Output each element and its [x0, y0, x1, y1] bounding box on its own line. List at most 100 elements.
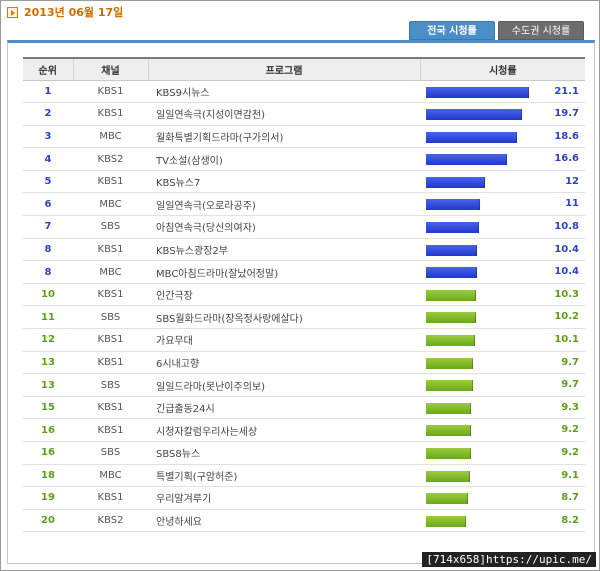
table-row: 7 SBS 아침연속극(당신의여자) 10.8 — [23, 215, 585, 239]
rating-value: 9.2 — [561, 447, 579, 458]
table-row: 20 KBS2 안녕하세요 8.2 — [23, 509, 585, 533]
date-header: 2013년 06월 17일 — [7, 5, 123, 19]
program-cell: SBS월화드라마(장옥정사랑에살다) — [148, 305, 420, 330]
channel-cell: KBS1 — [73, 170, 148, 194]
rank-cell: 16 — [23, 418, 73, 442]
rank-cell: 6 — [23, 192, 73, 217]
rating-value: 10.4 — [554, 243, 579, 255]
rank-cell: 7 — [23, 215, 73, 239]
ratings-table-body: 1 KBS1 KBS9시뉴스 21.1 2 KBS1 일일연속극(지성이면감천) 19.7 3 M… — [23, 80, 585, 533]
channel-cell: MBC — [73, 192, 148, 217]
rank-cell: 20 — [23, 509, 73, 533]
rank-cell: 10 — [23, 283, 73, 307]
rating-cell: 9.7 — [420, 351, 585, 375]
table-row: 12 KBS1 가요무대 10.1 — [23, 328, 585, 352]
program-cell: 시청자칼럼우리사는세상 — [148, 418, 420, 442]
table-row: 18 MBC 특별기획(구암허준) 9.1 — [23, 464, 585, 488]
rating-bar — [426, 425, 471, 437]
rating-bar — [426, 244, 477, 256]
rating-bar — [426, 402, 471, 414]
arrow-box-icon — [7, 6, 18, 18]
table-row: 1 KBS1 KBS9시뉴스 21.1 — [23, 80, 585, 104]
program-cell: TV소설(삼생이) — [148, 147, 420, 171]
channel-cell: KBS1 — [73, 80, 148, 104]
rating-value: 9.7 — [561, 356, 579, 368]
table-row: 13 KBS1 6시내고향 9.7 — [23, 351, 585, 375]
rating-cell: 11 — [420, 192, 585, 217]
rating-cell: 10.4 — [420, 260, 585, 284]
rank-cell: 4 — [23, 147, 73, 171]
column-header-rating: 시청률 — [419, 57, 585, 81]
table-row: 16 KBS1 시청자칼럼우리사는세상 9.2 — [23, 418, 585, 442]
channel-cell: KBS1 — [73, 238, 148, 262]
program-cell: 안녕하세요 — [148, 509, 420, 533]
rating-value: 12 — [565, 175, 579, 187]
rating-cell: 10.4 — [420, 238, 585, 262]
rating-cell: 16.6 — [420, 147, 585, 171]
rank-cell: 12 — [23, 328, 73, 352]
ratings-table: 순위 채널 프로그램 시청률 1 KBS1 KBS9시뉴스 21.1 2 KBS1 일일연속… — [23, 57, 585, 533]
program-cell: SBS8뉴스 — [148, 441, 420, 465]
rating-cell: 9.2 — [420, 441, 585, 465]
rating-value: 9.2 — [561, 424, 579, 436]
rating-bar — [426, 470, 470, 482]
table-row: 11 SBS SBS월화드라마(장옥정사랑에살다) 10.2 — [23, 305, 585, 330]
program-cell: 월화특별기획드라마(구가의서) — [148, 125, 420, 149]
program-cell: 가요무대 — [148, 328, 420, 352]
rating-value: 8.7 — [561, 492, 579, 504]
rank-cell: 3 — [23, 125, 73, 149]
program-cell: 일일연속극(오로라공주) — [148, 192, 420, 217]
rating-value: 10.1 — [554, 334, 579, 346]
rank-cell: 5 — [23, 170, 73, 194]
program-cell: KBS9시뉴스 — [148, 80, 420, 104]
column-header-rank: 순위 — [23, 57, 73, 81]
rank-cell: 16 — [23, 441, 73, 465]
rating-cell: 9.3 — [420, 396, 585, 420]
channel-cell: KBS1 — [73, 351, 148, 375]
rating-value: 9.3 — [561, 401, 579, 413]
rating-cell: 9.7 — [420, 373, 585, 397]
rating-cell: 12 — [420, 170, 585, 194]
rating-value: 8.2 — [561, 514, 579, 526]
channel-cell: KBS1 — [73, 328, 148, 352]
program-cell: 인간극장 — [148, 283, 420, 307]
rating-bar — [426, 493, 468, 505]
rank-cell: 13 — [23, 373, 73, 397]
rating-bar — [426, 109, 522, 121]
channel-cell: MBC — [73, 260, 148, 284]
rating-value: 10.2 — [554, 311, 579, 323]
rank-cell: 2 — [23, 102, 73, 126]
rank-cell: 19 — [23, 486, 73, 510]
channel-cell: KBS2 — [73, 147, 148, 171]
table-row: 3 MBC 월화특별기획드라마(구가의서) 18.6 — [23, 125, 585, 149]
rating-bar — [426, 199, 480, 211]
table-row: 5 KBS1 KBS뉴스7 12 — [23, 170, 585, 194]
rank-cell: 15 — [23, 396, 73, 420]
channel-cell: MBC — [73, 125, 148, 149]
rating-value: 10.4 — [554, 266, 579, 278]
table-row: 8 MBC MBC아침드라마(잘났어정말) 10.4 — [23, 260, 585, 284]
table-row: 15 KBS1 긴급출동24시 9.3 — [23, 396, 585, 420]
channel-cell: KBS1 — [73, 283, 148, 307]
channel-cell: SBS — [73, 305, 148, 330]
rank-cell: 8 — [23, 260, 73, 284]
rating-cell: 10.1 — [420, 328, 585, 352]
rating-cell: 8.2 — [420, 509, 585, 533]
table-header-row: 순위 채널 프로그램 시청률 — [23, 57, 585, 81]
program-cell: 아침연속극(당신의여자) — [148, 215, 420, 239]
rating-cell: 9.2 — [420, 418, 585, 442]
tab-national-ratings[interactable]: 전국 시청률 — [409, 21, 495, 40]
table-row: 13 SBS 일일드라마(못난이주의보) 9.7 — [23, 373, 585, 397]
table-row: 8 KBS1 KBS뉴스광장2부 10.4 — [23, 238, 585, 262]
program-cell: KBS뉴스광장2부 — [148, 238, 420, 262]
rating-value: 10.3 — [554, 288, 579, 300]
channel-cell: KBS1 — [73, 102, 148, 126]
rating-bar — [426, 312, 476, 324]
rating-bar — [426, 515, 466, 527]
tab-capital-area-ratings[interactable]: 수도권 시청률 — [498, 21, 584, 40]
table-row: 10 KBS1 인간극장 10.3 — [23, 283, 585, 307]
rating-bar — [426, 357, 473, 369]
rank-cell: 1 — [23, 80, 73, 104]
rating-cell: 10.2 — [420, 305, 585, 330]
